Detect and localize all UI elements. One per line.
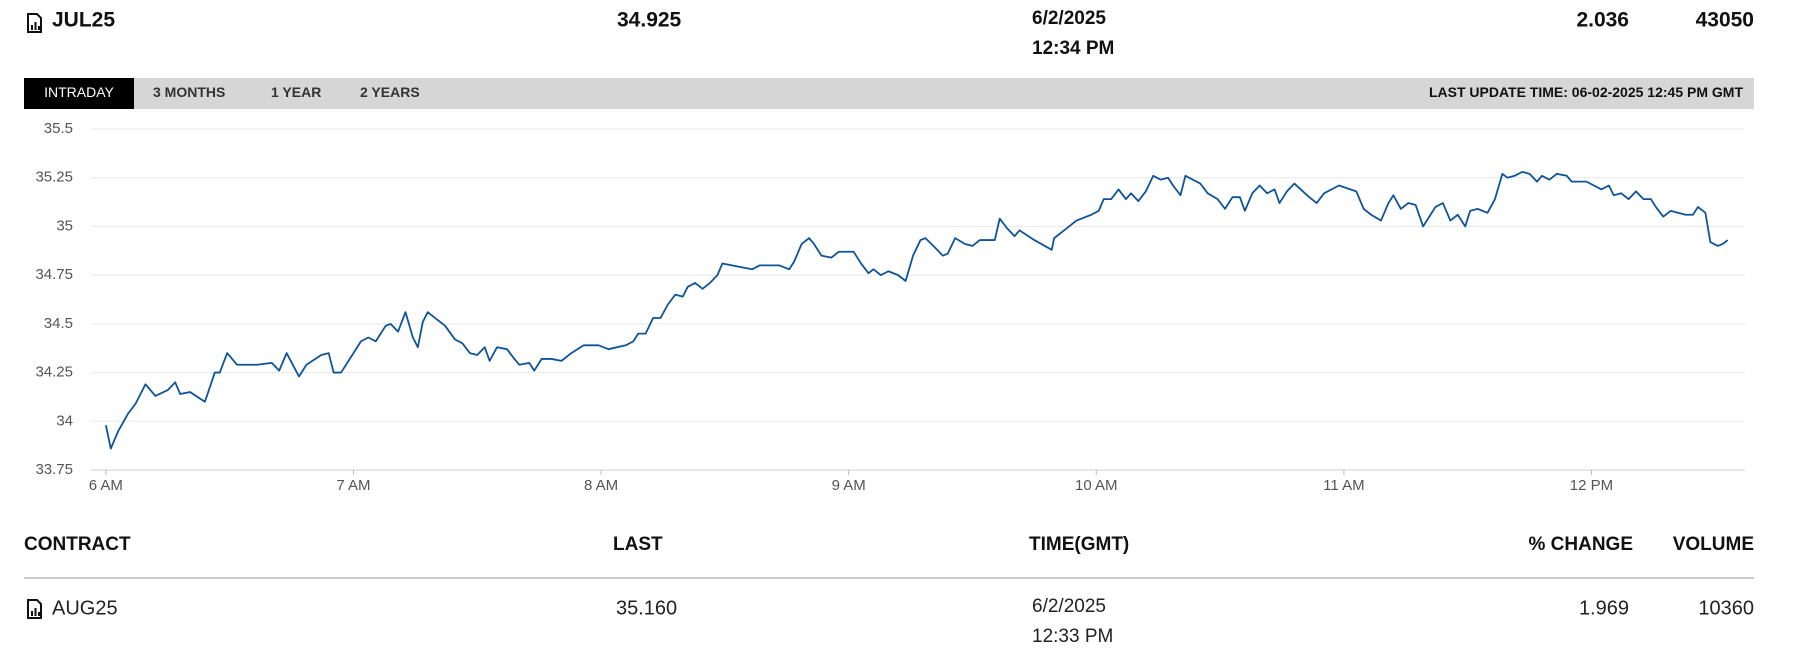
tab[interactable]: INTRADAY	[44, 84, 114, 100]
y-tick-label: 35	[56, 217, 73, 234]
y-tick-label: 34	[56, 412, 73, 429]
column-header: CONTRACT	[24, 534, 131, 555]
x-tick-label: 9 AM	[832, 477, 866, 494]
x-tick-label: 11 AM	[1323, 477, 1364, 494]
y-tick-label: 33.75	[35, 461, 73, 478]
x-tick-label: 6 AM	[89, 477, 123, 494]
cell: 12:33 PM	[1032, 626, 1113, 647]
contract: JUL25	[52, 9, 115, 32]
cell: 35.160	[616, 597, 677, 619]
last: 34.925	[617, 9, 682, 32]
x-tick-label: 7 AM	[336, 477, 370, 494]
last-update: LAST UPDATE TIME: 06-02-2025 12:45 PM GM…	[1429, 84, 1743, 100]
column-header: TIME(GMT)	[1029, 534, 1129, 555]
column-header: % CHANGE	[1528, 534, 1633, 555]
cell: 10360	[1698, 597, 1754, 619]
x-tick-label: 10 AM	[1075, 477, 1118, 494]
cell: AUG25	[52, 597, 118, 619]
active-tab[interactable]	[24, 78, 134, 109]
change: 2.036	[1576, 9, 1629, 32]
column-header: VOLUME	[1673, 534, 1754, 555]
chart: 33.75 34 34.25 34.5 34.75 35 35.25 35.5 6 AM 7 AM…	[35, 120, 1745, 494]
x-tick-label: 8 AM	[584, 477, 618, 494]
y-tick-label: 35.5	[44, 120, 73, 137]
time: 12:34 PM	[1032, 38, 1114, 59]
volume: 43050	[1696, 9, 1754, 32]
date: 6/2/2025	[1032, 8, 1106, 29]
cell: 6/2/2025	[1032, 596, 1106, 617]
y-tick-label: 34.25	[35, 364, 73, 381]
cell: 1.969	[1579, 597, 1629, 619]
price-line	[104, 170, 1729, 450]
tab-bar	[24, 78, 1754, 109]
tab[interactable]: 2 YEARS	[360, 84, 420, 100]
x-tick-label: 12 PM	[1570, 477, 1613, 494]
column-header: LAST	[613, 534, 663, 555]
y-tick-label: 34.5	[44, 315, 73, 332]
file-icon	[27, 599, 42, 619]
y-tick-label: 34.75	[35, 266, 73, 283]
tab[interactable]: 1 YEAR	[271, 84, 321, 100]
tab[interactable]: 3 MONTHS	[153, 84, 225, 100]
y-tick-label: 35.25	[35, 169, 73, 186]
file-icon	[27, 13, 42, 33]
